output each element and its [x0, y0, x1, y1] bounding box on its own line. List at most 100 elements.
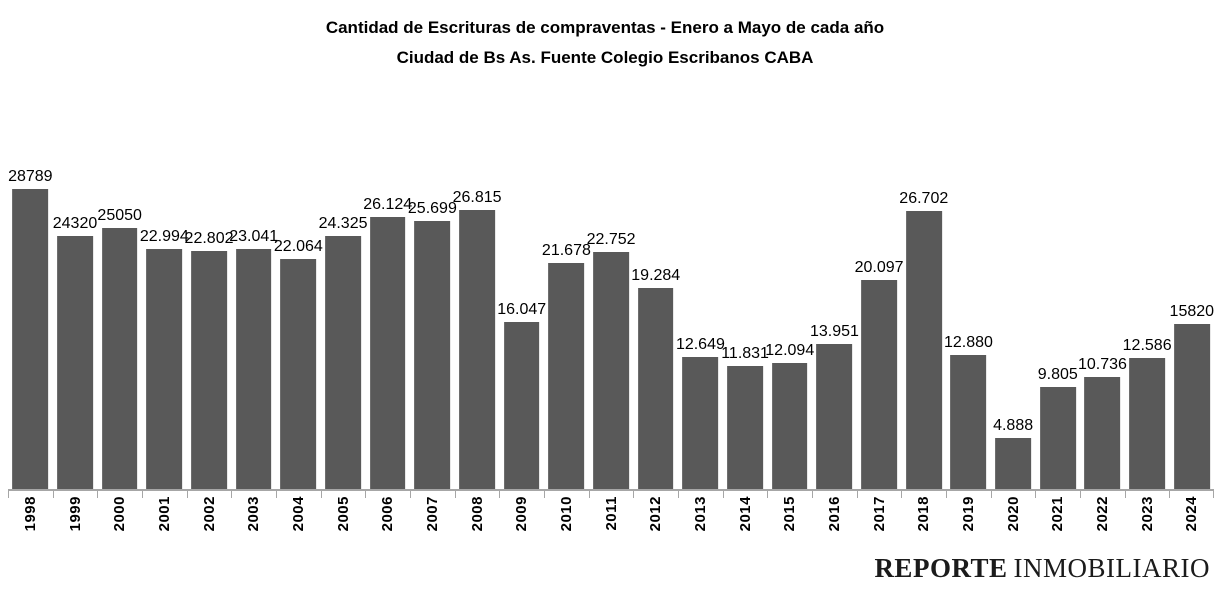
x-axis-tick	[1124, 491, 1126, 498]
x-axis-tick	[990, 491, 992, 498]
bar-2011	[593, 251, 629, 489]
bar-slot-2001: 22.994	[140, 189, 189, 489]
bar-slot-2023: 12.586	[1122, 189, 1172, 489]
value-label-1999: 24320	[52, 214, 98, 232]
x-label-2011: 2011	[602, 496, 620, 531]
x-label-2010: 2010	[557, 496, 575, 532]
bar-slot-2014: 11.831	[721, 189, 769, 489]
x-axis-tick	[320, 491, 322, 498]
bar-2007	[414, 221, 451, 489]
x-axis-tick	[946, 491, 947, 498]
x-label-cell-2013: 2013	[678, 496, 723, 548]
bar-slot-2009: 16.047	[497, 189, 547, 489]
x-label-2001: 2001	[155, 496, 173, 532]
x-label-2016: 2016	[825, 496, 843, 532]
value-label-2017: 20.097	[854, 258, 904, 276]
value-label-1998: 28789	[8, 168, 53, 185]
x-label-2004: 2004	[289, 496, 307, 532]
x-label-cell-1998: 1998	[8, 496, 53, 548]
value-label-2010: 21.678	[541, 242, 591, 260]
x-axis-tick	[1035, 491, 1037, 498]
bar-slot-2017: 20.097	[854, 189, 904, 489]
bar-slot-2008: 26.815	[453, 189, 502, 489]
bar-2008	[459, 209, 495, 489]
bar-2005	[325, 235, 361, 489]
bar-2012	[637, 288, 674, 489]
x-axis-tick	[186, 491, 188, 498]
x-label-2013: 2013	[691, 496, 709, 532]
x-axis-tick	[52, 491, 54, 498]
bar-2010	[548, 263, 585, 489]
x-axis-tick	[633, 491, 635, 498]
x-axis-tick	[365, 491, 367, 498]
bar-2023	[1129, 357, 1165, 489]
bar-slot-2022: 10.736	[1077, 189, 1127, 489]
bar-slot-2012: 19.284	[631, 189, 680, 489]
value-label-2007: 25.699	[407, 200, 457, 218]
bar-slot-2011: 22.752	[586, 189, 636, 489]
bar-slot-2000: 25050	[97, 189, 142, 489]
bar-2006	[369, 216, 406, 489]
x-axis-tick	[1213, 491, 1214, 498]
bar-slot-2002: 22.802	[185, 189, 233, 489]
bar-slot-2013: 12.649	[675, 189, 725, 489]
x-axis-tick	[812, 491, 813, 498]
x-label-cell-2022: 2022	[1080, 496, 1125, 548]
bar-2014	[727, 365, 763, 489]
x-label-cell-2007: 2007	[410, 496, 455, 548]
value-label-2015: 12.094	[765, 341, 815, 359]
bar-2021	[1039, 386, 1076, 489]
value-label-2018: 26.702	[899, 189, 949, 207]
value-label-2019: 12.880	[943, 333, 993, 351]
x-label-2008: 2008	[468, 496, 486, 532]
x-label-2009: 2009	[513, 496, 531, 532]
bar-2017	[861, 279, 897, 489]
chart-title-line1: Cantidad de Escrituras de compraventas -…	[325, 18, 885, 37]
value-label-2013: 12.649	[675, 336, 725, 354]
x-label-2023: 2023	[1138, 496, 1156, 532]
x-label-cell-2002: 2002	[187, 496, 232, 548]
bar-slot-2019: 12.880	[943, 189, 993, 489]
x-label-cell-2016: 2016	[812, 496, 857, 548]
value-label-2009: 16.047	[497, 300, 547, 318]
value-label-2011: 22.752	[586, 230, 636, 248]
value-label-2005: 24.325	[318, 214, 368, 232]
x-label-cell-2000: 2000	[97, 496, 142, 548]
bar-slot-2005: 24.325	[318, 189, 368, 489]
value-label-2021: 9.805	[1037, 365, 1078, 383]
x-label-cell-2015: 2015	[767, 496, 812, 548]
bar-2013	[682, 357, 719, 489]
x-label-2012: 2012	[647, 496, 665, 532]
value-label-2022: 10.736	[1077, 356, 1127, 374]
value-label-2016: 13.951	[809, 322, 859, 340]
x-label-cell-2018: 2018	[901, 496, 946, 548]
x-label-2022: 2022	[1093, 496, 1111, 532]
bar-slot-2003: 23.041	[229, 189, 278, 489]
x-axis-line	[8, 489, 1214, 491]
bar-slot-2006: 26.124	[363, 189, 412, 489]
x-label-cell-2010: 2010	[544, 496, 589, 548]
x-axis-tick	[856, 491, 858, 498]
x-label-cell-2004: 2004	[276, 496, 321, 548]
x-axis-tick	[901, 491, 903, 498]
x-label-cell-2019: 2019	[946, 496, 991, 548]
bar-slot-2024: 15820	[1169, 189, 1214, 489]
bar-2018	[905, 210, 942, 489]
x-label-cell-2014: 2014	[723, 496, 768, 548]
bar-slot-2021: 9.805	[1035, 189, 1080, 489]
x-label-cell-2021: 2021	[1035, 496, 1080, 548]
x-label-cell-2005: 2005	[321, 496, 366, 548]
chart-title-line2: Ciudad de Bs As. Fuente Colegio Escriban…	[396, 48, 814, 67]
bar-2001	[146, 249, 183, 489]
x-label-2021: 2021	[1049, 496, 1067, 532]
value-label-2023: 12.586	[1122, 336, 1172, 354]
bar-slot-2018: 26.702	[899, 189, 949, 489]
value-label-2004: 22.064	[273, 238, 323, 256]
x-axis-ticks	[8, 491, 1214, 498]
x-axis-tick	[410, 491, 411, 498]
x-label-2000: 2000	[111, 496, 129, 532]
bar-2003	[235, 248, 272, 489]
x-axis-tick	[499, 491, 501, 498]
bar-slot-2004: 22.064	[273, 189, 323, 489]
